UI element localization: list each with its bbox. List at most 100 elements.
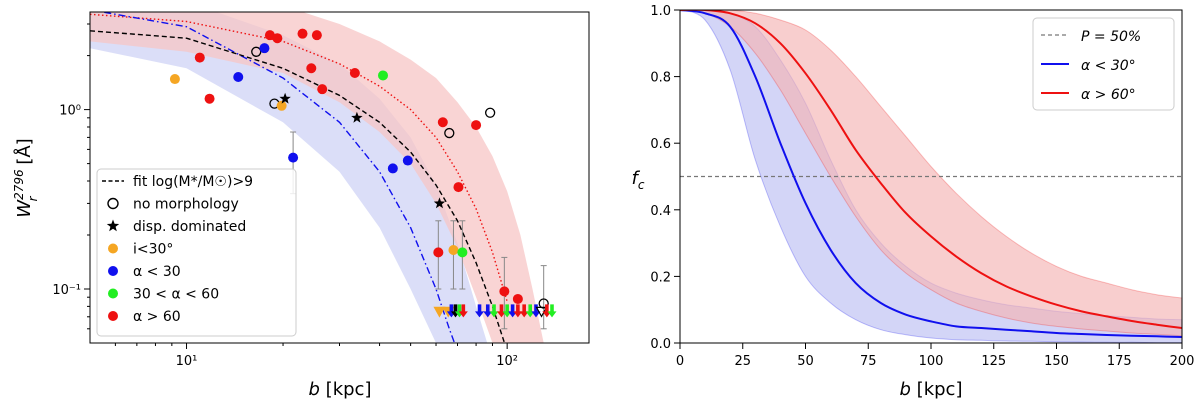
data-point-no-morphology xyxy=(251,46,262,57)
x-tick-label: 0 xyxy=(676,354,684,369)
x-tick-label: 25 xyxy=(734,354,751,369)
legend-label: α > 60° xyxy=(1081,87,1136,103)
upper-limit-green xyxy=(547,304,557,318)
data-point-green xyxy=(377,70,388,81)
data-point-red xyxy=(437,117,448,128)
right-axis-ticks: 0 25 50 75 100 125 150 175 200 0.0 0.2 0.4 0.6 0.8 1.0 xyxy=(650,4,1194,369)
upper-limit-blue xyxy=(475,304,485,318)
data-point-red xyxy=(317,84,328,95)
y-tick-label: 10⁻¹ xyxy=(52,283,81,298)
data-point-red xyxy=(297,28,308,39)
data-point-blue xyxy=(402,155,413,166)
y-tick-label: 1.0 xyxy=(650,4,671,19)
legend-label: disp. dominated xyxy=(133,219,246,235)
legend-label: α < 30° xyxy=(1081,58,1136,74)
legend-swatch xyxy=(107,197,119,210)
legend-swatch xyxy=(108,243,118,254)
x-tick-label: 125 xyxy=(981,354,1006,369)
data-point-dispersion-dominated xyxy=(433,197,446,209)
fit-line-all xyxy=(90,30,506,343)
legend-swatch xyxy=(108,266,118,276)
upper-limit-blue xyxy=(531,304,541,318)
legend-label: fit log(M*/M☉)>9 xyxy=(133,174,253,190)
data-point-red xyxy=(471,120,482,131)
data-point-red xyxy=(499,286,510,297)
x-tick-label: 175 xyxy=(1107,354,1132,369)
data-point-blue xyxy=(288,152,299,163)
legend-swatch xyxy=(108,311,118,321)
y-tick-label: 0.6 xyxy=(650,137,671,152)
fit-line-blue xyxy=(98,12,456,343)
x-tick-label: 200 xyxy=(1170,354,1195,369)
upper-limit-green xyxy=(502,304,512,318)
legend-label: α > 60 xyxy=(133,309,181,325)
data-point-red xyxy=(311,30,322,41)
upper-limit-green xyxy=(525,304,535,318)
band-red xyxy=(90,12,544,343)
y-tick-label: 0.2 xyxy=(650,270,671,285)
right-legend: P = 50% α < 30° α > 60° xyxy=(1032,17,1175,111)
left-fit-lines xyxy=(90,12,508,343)
x-tick-label: 75 xyxy=(860,354,877,369)
data-point-blue xyxy=(233,71,244,82)
legend-swatch xyxy=(108,288,118,299)
svg-text:W2796r [Å]: W2796r [Å] xyxy=(12,138,40,217)
legend-swatch xyxy=(106,219,120,232)
legend-label: i<30° xyxy=(133,242,173,258)
upper-limit-orange xyxy=(433,306,446,318)
right-x-axis-label: b [kpc] xyxy=(900,379,963,400)
series-line-0 xyxy=(680,10,1182,338)
data-point-dispersion-dominated xyxy=(351,111,363,123)
x-tick-label: 10¹ xyxy=(176,354,198,369)
data-point-orange xyxy=(276,100,287,111)
y-tick-label: 0.4 xyxy=(650,204,671,219)
upper-limit-red xyxy=(513,304,523,318)
right-chart-panel: 0 25 50 75 100 125 150 175 200 0.0 0.2 0.4 0.6 0.8 1.0… xyxy=(632,4,1195,400)
left-y-axis-label: W2796r [Å] xyxy=(12,138,40,217)
x-tick-label: 10² xyxy=(496,354,518,369)
legend-label: 30 < α < 60 xyxy=(133,287,219,303)
left-axis-ticks: 10¹ 10² 10⁻¹ 10⁰ xyxy=(52,23,518,369)
upper-limit-red xyxy=(496,304,506,318)
right-lines xyxy=(680,10,1182,338)
x-tick-label: 150 xyxy=(1044,354,1069,369)
fit-line-red xyxy=(90,13,508,302)
upper-limit-blue xyxy=(483,304,493,318)
upper-limit-green xyxy=(489,304,499,318)
data-point-red xyxy=(453,182,464,193)
x-tick-label: 50 xyxy=(797,354,814,369)
right-y-axis-label: fc xyxy=(632,168,645,192)
series-line-1 xyxy=(680,10,1182,329)
left-data-points xyxy=(169,28,549,330)
upper-limit-blue xyxy=(508,304,518,318)
left-x-axis-label: b [kpc] xyxy=(309,379,372,400)
data-point-no-morphology xyxy=(444,127,455,139)
left-legend: fit log(M*/M☉)>9 no morphology disp. domin… xyxy=(96,168,297,337)
legend-box xyxy=(1032,17,1175,111)
data-point-no-morphology xyxy=(484,107,496,118)
data-point-orange xyxy=(169,74,180,85)
data-point-dispersion-dominated xyxy=(279,92,291,104)
data-point-green xyxy=(457,247,468,258)
y-tick-label: 0.0 xyxy=(650,337,671,352)
data-point-red xyxy=(512,293,523,304)
left-chart-panel: 10¹ 10² 10⁻¹ 10⁰ b [kpc] W2796r [Å] fit log… xyxy=(12,11,590,400)
legend-box xyxy=(96,168,297,337)
data-point-no-morphology xyxy=(538,298,549,309)
upper-limit-red xyxy=(542,304,552,318)
y-tick-label: 10⁰ xyxy=(59,104,81,119)
y-tick-label: 0.8 xyxy=(650,71,671,86)
x-tick-label: 100 xyxy=(919,354,944,369)
data-point-red xyxy=(349,67,360,78)
data-point-blue xyxy=(387,163,398,174)
data-point-red xyxy=(433,247,444,258)
upper-limit-red xyxy=(519,304,529,318)
legend-label: no morphology xyxy=(133,197,239,213)
legend-label: α < 30 xyxy=(133,264,181,280)
data-point-red xyxy=(204,93,215,104)
data-point-red xyxy=(194,52,205,63)
data-point-blue xyxy=(259,43,270,54)
band-series-1 xyxy=(680,10,1182,337)
left-upper-limits xyxy=(433,304,557,318)
